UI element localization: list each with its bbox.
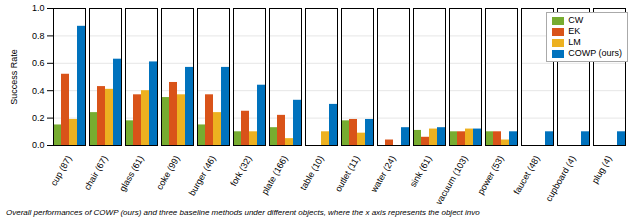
svg-text:table (10): table (10) (298, 154, 326, 192)
svg-text:glass (61): glass (61) (117, 154, 145, 193)
svg-text:outlet (11): outlet (11) (333, 154, 362, 194)
svg-text:1.0: 1.0 (32, 3, 45, 13)
svg-text:0.8: 0.8 (32, 31, 45, 41)
svg-text:power (53): power (53) (476, 154, 506, 196)
html-text:COWP (ours): COWP (ours) (568, 48, 622, 58)
svg-text:cupboard (4): cupboard (4) (544, 154, 578, 203)
svg-text:coke (99): coke (99) (154, 154, 181, 192)
svg-text:fork (32): fork (32) (228, 154, 253, 188)
html-text:Overall performances of COWP (: Overall performances of COWP (ours) and … (6, 208, 480, 217)
svg-text:burger (46): burger (46) (187, 154, 218, 198)
svg-text:plate (166): plate (166) (260, 154, 290, 196)
svg-text:vacuum (103): vacuum (103) (434, 154, 470, 207)
svg-text:sink (61): sink (61) (408, 154, 434, 189)
html-text:EK: EK (568, 26, 581, 36)
html-text:LM: LM (568, 37, 581, 47)
svg-text:0.0: 0.0 (32, 140, 45, 150)
svg-text:Success Rate: Success Rate (9, 49, 19, 105)
svg-text:faucet (48): faucet (48) (512, 154, 542, 196)
html-text:CW: CW (568, 15, 584, 25)
svg-text:water (24): water (24) (368, 154, 397, 195)
svg-text:chair (67): chair (67) (82, 154, 110, 192)
svg-text:0.4: 0.4 (32, 86, 45, 96)
svg-text:plug (4): plug (4) (590, 154, 614, 185)
svg-text:0.2: 0.2 (32, 113, 45, 123)
svg-text:0.6: 0.6 (32, 58, 45, 68)
svg-text:cup (87): cup (87) (49, 154, 74, 188)
